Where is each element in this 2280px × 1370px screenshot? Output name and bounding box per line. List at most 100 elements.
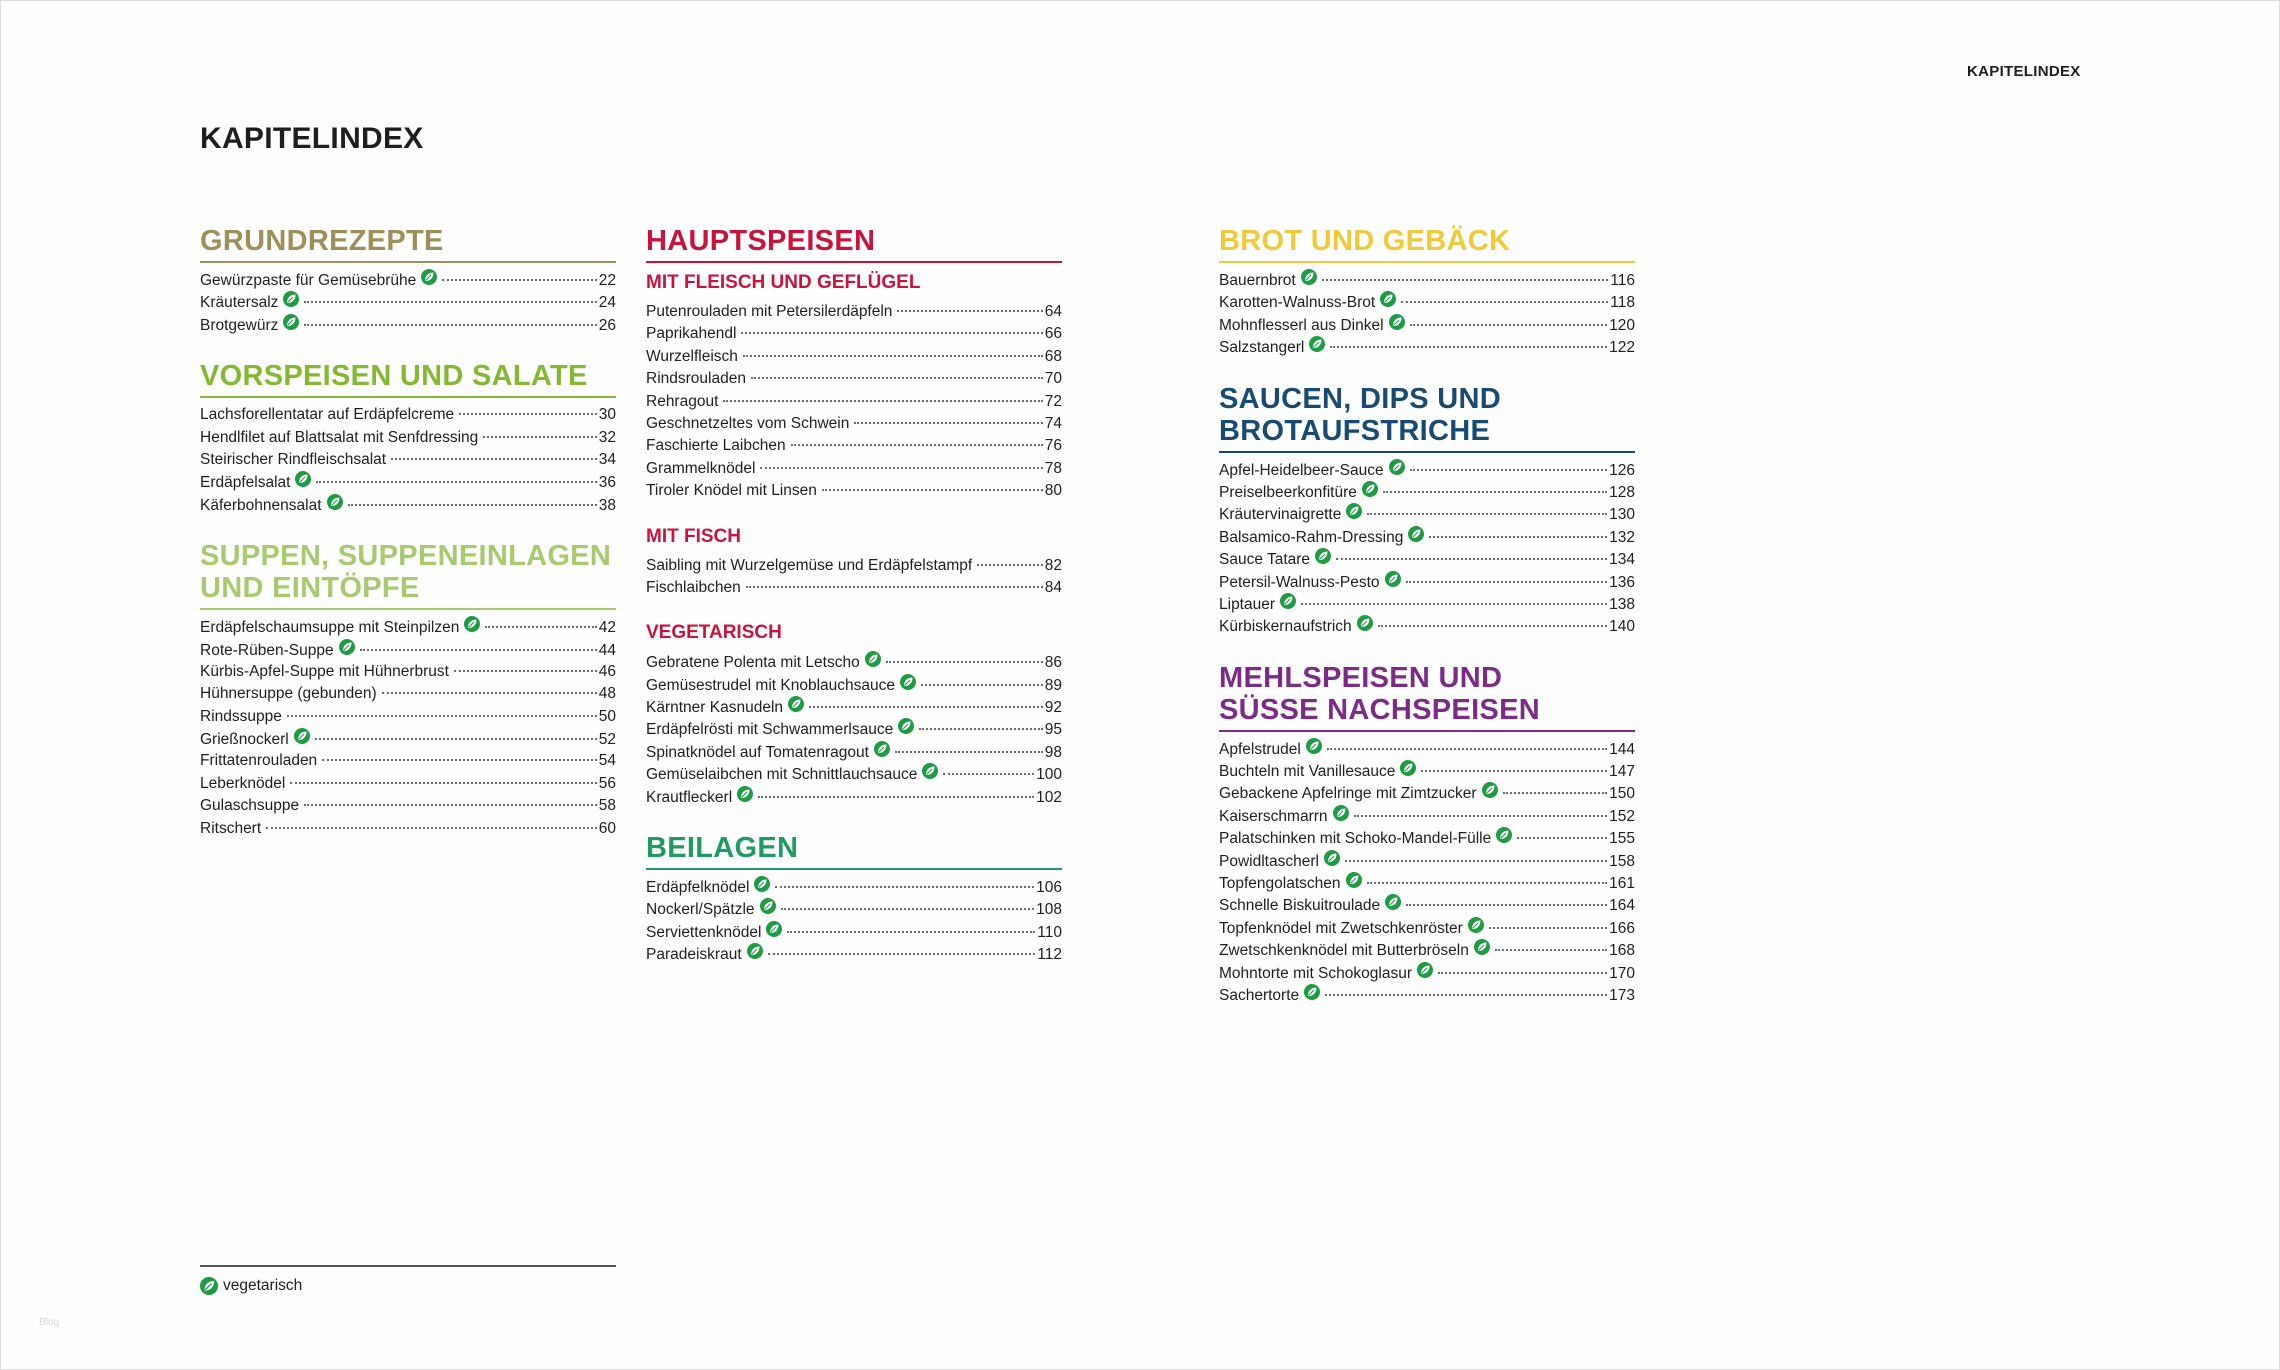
vegetarian-leaf-icon	[1346, 503, 1363, 520]
section-mehlspeisen: MEHLSPEISEN UND SÜSSE NACHSPEISEN Apfels…	[1219, 662, 1635, 1007]
entry-page-number: 158	[1609, 852, 1635, 870]
vegetarian-leaf-icon	[1496, 827, 1513, 844]
vegetarian-leaf-icon	[283, 291, 300, 308]
dot-leader	[760, 466, 1043, 469]
index-entry: Serviettenknödel 110	[646, 920, 1062, 943]
dot-leader	[459, 413, 597, 416]
legend: vegetarisch	[200, 1277, 302, 1295]
entry-page-number: 134	[1609, 551, 1635, 569]
index-entry: Fischlaibchen 84	[646, 577, 1062, 599]
index-entry: Faschierte Laibchen 76	[646, 435, 1062, 457]
index-entry: Gemüsestrudel mit Knoblauchsauce 89	[646, 673, 1062, 696]
index-entry: Paprikahendl 66	[646, 323, 1062, 345]
entry-page-number: 155	[1609, 830, 1635, 848]
entry-page-number: 56	[598, 774, 616, 792]
entry-page-number: 140	[1609, 618, 1635, 636]
index-entry: Gemüselaibchen mit Schnittlauchsauce 100	[646, 763, 1062, 785]
dot-leader	[1301, 602, 1608, 605]
index-entry: Grammelknödel 78	[646, 458, 1062, 480]
dot-leader	[442, 279, 597, 281]
vegetarian-leaf-icon	[1361, 480, 1378, 497]
dot-leader	[1406, 904, 1608, 907]
index-column-2: HAUPTSPEISEN MIT FLEISCH UND GEFLÜGEL Pu…	[646, 225, 1062, 990]
entry-list: Erdäpfelschaumsuppe mit Steinpilzen 42 Rot…	[200, 616, 616, 840]
dot-leader	[1409, 468, 1608, 471]
index-entry: Apfel-Heidelbeer-Sauce 126	[1219, 458, 1635, 481]
dot-leader	[483, 435, 597, 438]
entry-page-number: 95	[1044, 721, 1062, 739]
entry-title: Erdäpfelschaumsuppe mit Steinpilzen	[200, 619, 460, 637]
dot-leader	[921, 683, 1043, 686]
dot-leader	[750, 377, 1043, 380]
index-entry: Apfelstrudel 144	[1219, 737, 1635, 760]
index-entry: Tiroler Knödel mit Linsen 80	[646, 480, 1062, 502]
index-entry: Kürbis-Apfel-Suppe mit Hühnerbrust 46	[200, 661, 616, 683]
entry-page-number: 24	[598, 294, 616, 312]
entry-page-number: 98	[1044, 743, 1062, 761]
dot-leader	[745, 585, 1043, 588]
dot-leader	[1401, 301, 1609, 304]
section-title-hauptspeisen: HAUPTSPEISEN	[646, 225, 1062, 263]
entry-page-number: 42	[598, 619, 616, 637]
dot-leader	[316, 481, 597, 484]
vegetarian-leaf-icon	[1400, 760, 1417, 777]
entry-title: Preiselbeerkonfitüre	[1219, 483, 1357, 501]
entry-page-number: 132	[1609, 528, 1635, 546]
index-entry: Ritschert 60	[200, 818, 616, 840]
section-title-line: MEHLSPEISEN UND	[1219, 661, 1503, 694]
vegetarian-leaf-icon	[737, 785, 754, 802]
entry-page-number: 122	[1609, 339, 1635, 357]
entry-title: Putenrouladen mit Petersilerdäpfeln	[646, 303, 893, 320]
entry-title: Zwetschkenknödel mit Butterbröseln	[1219, 942, 1469, 960]
vegetarian-leaf-icon	[338, 638, 355, 655]
entry-title: Mohntorte mit Schokoglasur	[1219, 964, 1412, 982]
entry-page-number: 66	[1044, 325, 1062, 343]
dot-leader	[391, 457, 597, 460]
entry-page-number: 138	[1609, 595, 1635, 613]
entry-title: Sauce Tatare	[1219, 551, 1311, 569]
index-entry: Sachertorte 173	[1219, 983, 1635, 1006]
index-entry: Kürbiskernaufstrich 140	[1219, 615, 1635, 637]
vegetarian-leaf-icon	[864, 651, 881, 668]
section-suppen: SUPPEN, SUPPENEINLAGEN UND EINTÖPFE Erdä…	[200, 540, 616, 840]
entry-page-number: 84	[1044, 578, 1062, 596]
dot-leader	[314, 738, 597, 741]
dot-leader	[1517, 837, 1608, 840]
entry-title: Leberknödel	[200, 774, 286, 792]
entry-page-number: 50	[598, 707, 616, 725]
dot-leader	[1488, 926, 1608, 929]
dot-leader	[790, 444, 1043, 447]
vegetarian-leaf-icon	[1388, 458, 1405, 475]
vegetarian-leaf-icon	[326, 493, 343, 510]
entry-page-number: 48	[598, 685, 616, 703]
entry-title: Rindsrouladen	[646, 370, 746, 388]
vegetarian-leaf-icon	[1300, 269, 1317, 285]
entry-title: Petersil-Walnuss-Pesto	[1219, 573, 1380, 591]
subsection-fisch: MIT FISCH Saibling mit Wurzelgemüse und …	[646, 525, 1062, 600]
dot-leader	[347, 503, 597, 506]
dot-leader	[897, 310, 1043, 312]
section-saucen: SAUCEN, DIPS UND BROTAUFSTRICHE Apfel-He…	[1219, 383, 1635, 638]
vegetarian-leaf-icon	[1408, 525, 1425, 542]
index-entry: Rote-Rüben-Suppe 44	[200, 638, 616, 661]
entry-page-number: 89	[1044, 676, 1062, 694]
entry-title: Apfel-Heidelbeer-Sauce	[1219, 461, 1384, 479]
dot-leader	[758, 795, 1035, 798]
index-entry: Paradeiskraut 112	[646, 943, 1062, 965]
entry-page-number: 34	[598, 450, 616, 468]
index-entry: Mohntorte mit Schokoglasur 170	[1219, 961, 1635, 984]
section-title-beilagen: BEILAGEN	[646, 832, 1062, 871]
entry-title: Fischlaibchen	[646, 578, 741, 596]
entry-page-number: 78	[1044, 459, 1062, 477]
index-entry: Kärntner Kasnudeln 92	[646, 696, 1062, 718]
index-entry: Palatschinken mit Schoko-Mandel-Fülle 155	[1219, 827, 1635, 849]
vegetarian-leaf-icon	[898, 718, 915, 735]
entry-list: Erdäpfelknödel 106 Nockerl/Spätzle 108 Servi…	[646, 876, 1062, 966]
entry-page-number: 60	[598, 819, 616, 837]
vegetarian-leaf-icon	[421, 269, 438, 285]
entry-title: Ritschert	[200, 819, 262, 837]
entry-title: Liptauer	[1219, 595, 1276, 613]
dot-leader	[821, 489, 1043, 492]
entry-title: Kräutersalz	[200, 294, 279, 312]
